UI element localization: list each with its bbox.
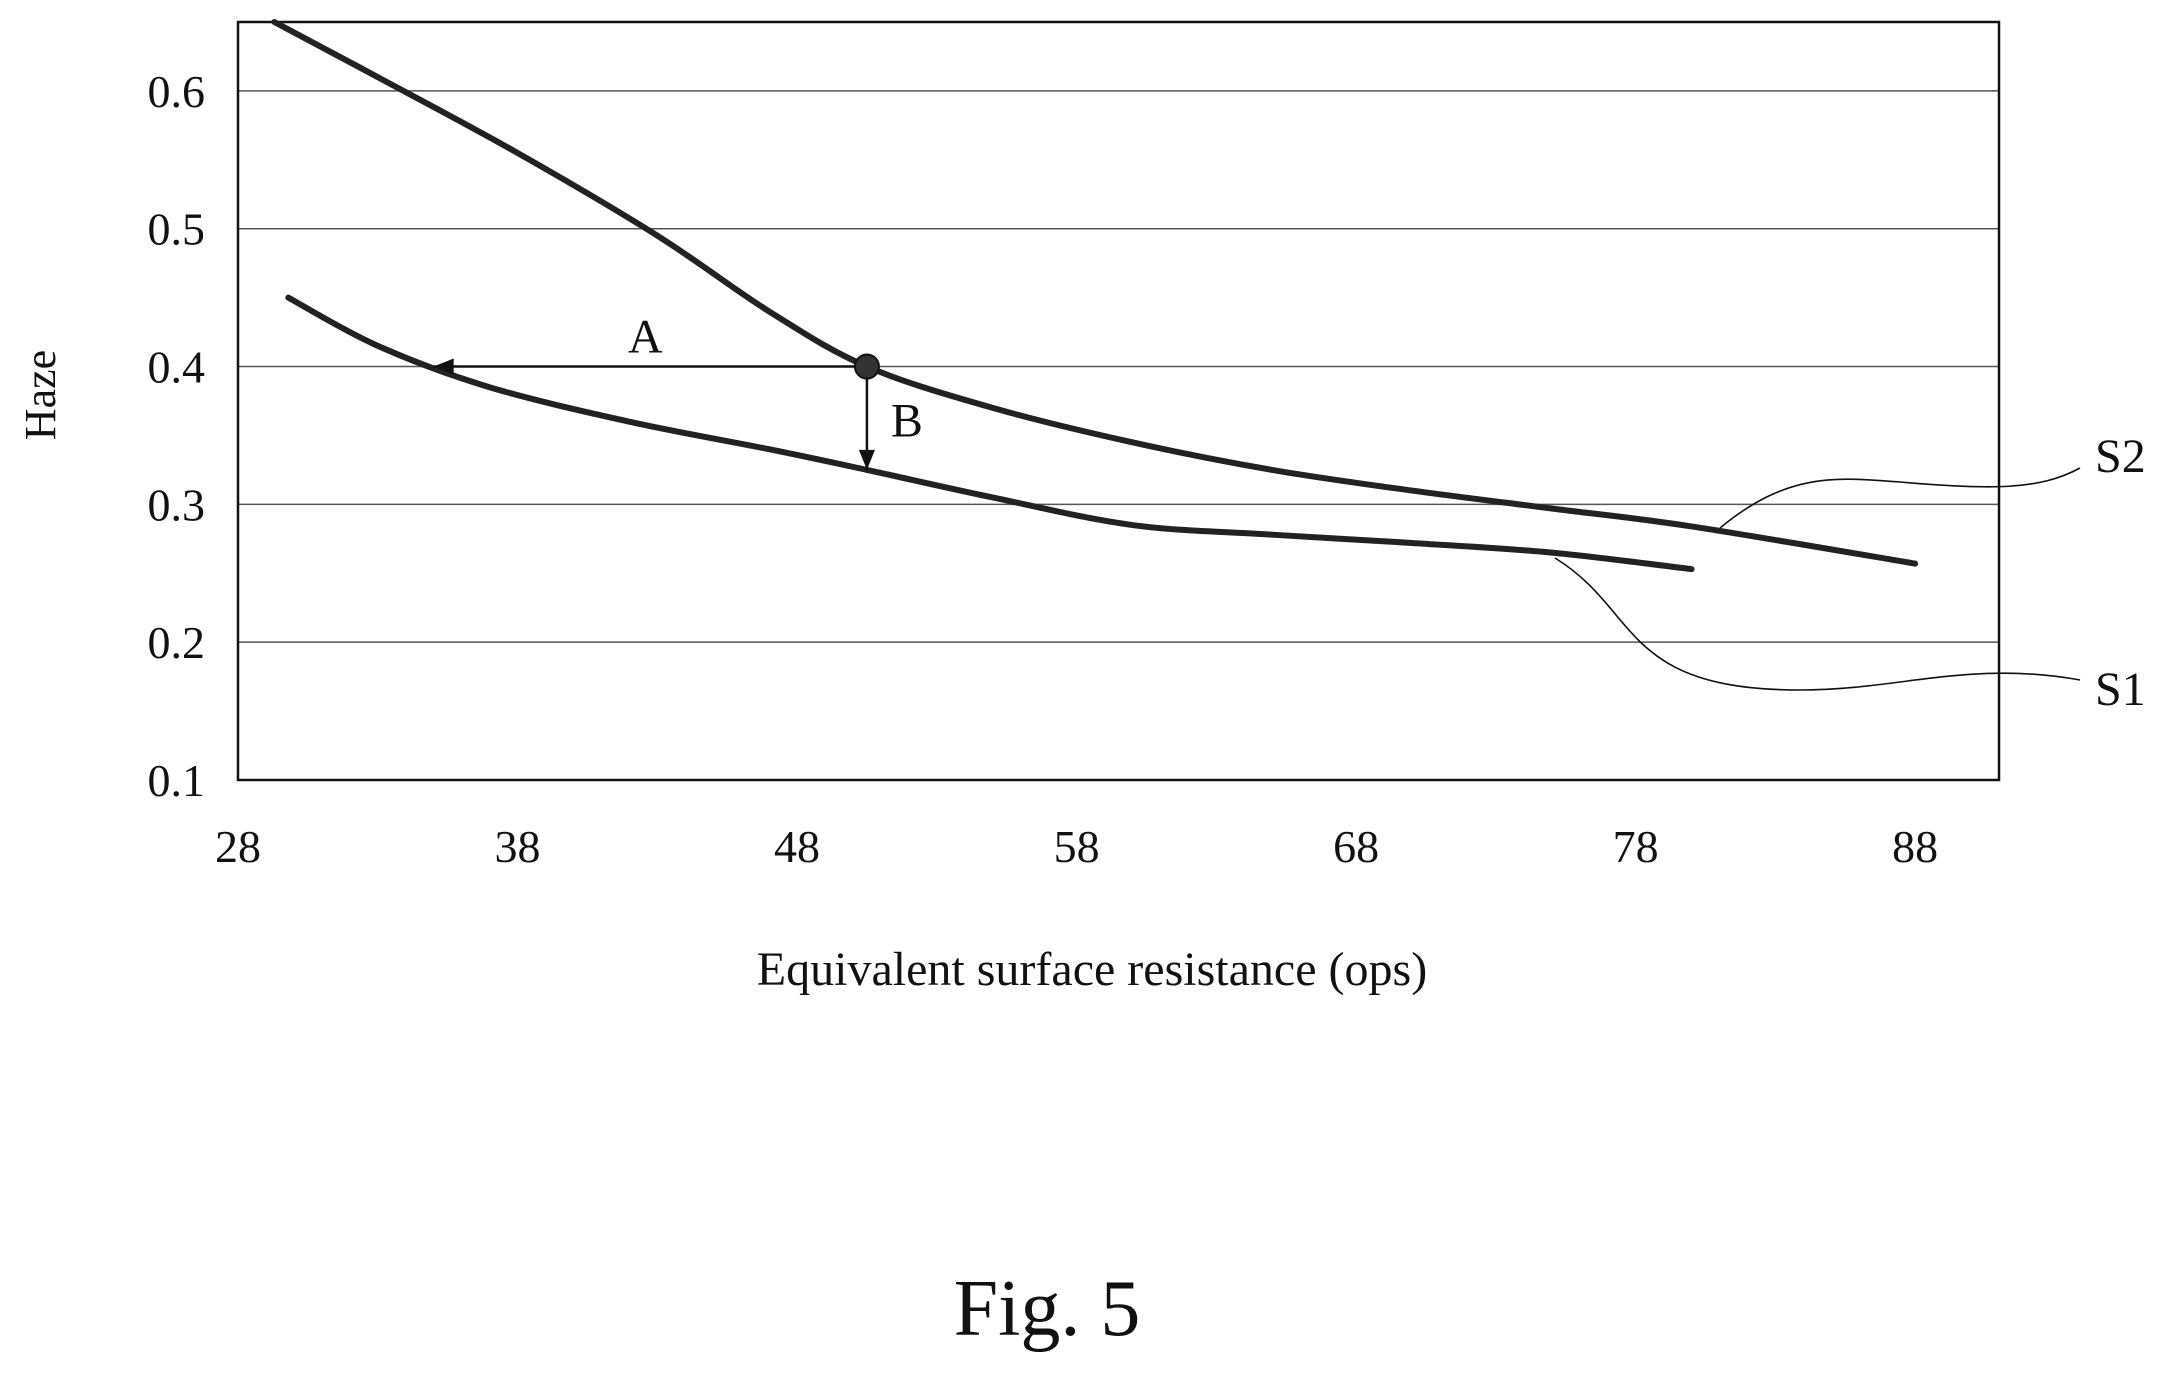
x-tick-label: 68: [1333, 821, 1379, 872]
series-lines: [271, 19, 1919, 573]
x-tick-labels: 28 38 48 58 68 78 88: [215, 821, 1938, 872]
annotation-label-b: B: [891, 395, 923, 448]
y-tick-labels: 0.1 0.2 0.3 0.4 0.5 0.6: [148, 66, 206, 806]
x-tick-label: 88: [1892, 821, 1938, 872]
y-tick-label: 0.6: [148, 66, 206, 117]
series-line-s2: [271, 19, 1919, 567]
figure-label: Fig. 5: [954, 1265, 1141, 1353]
y-tick-label: 0.1: [148, 755, 206, 806]
series-line-s1: [285, 294, 1695, 573]
x-tick-label: 48: [774, 821, 820, 872]
callout-leader-s1: [1554, 557, 2081, 691]
x-tick-label: 58: [1054, 821, 1100, 872]
callout-leader-s2: [1719, 467, 2081, 529]
annotations: AB: [433, 311, 923, 470]
plot-frame: [236, 20, 2001, 782]
annotation-label-a: A: [628, 311, 663, 364]
marked-point: [853, 353, 880, 380]
y-axis-label: Haze: [16, 350, 65, 440]
x-axis-label: Equivalent surface resistance (ops): [757, 943, 1427, 996]
y-tick-label: 0.4: [148, 342, 206, 393]
y-tick-label: 0.2: [148, 617, 206, 668]
y-tick-label: 0.3: [148, 479, 206, 530]
x-tick-label: 78: [1613, 821, 1659, 872]
series-callouts: S2 S1: [1554, 430, 2146, 716]
x-tick-label: 38: [495, 821, 541, 872]
series-label-s1: S1: [2095, 663, 2146, 716]
series-label-s2: S2: [2095, 430, 2146, 483]
x-tick-label: 28: [215, 821, 261, 872]
y-tick-label: 0.5: [148, 204, 206, 255]
